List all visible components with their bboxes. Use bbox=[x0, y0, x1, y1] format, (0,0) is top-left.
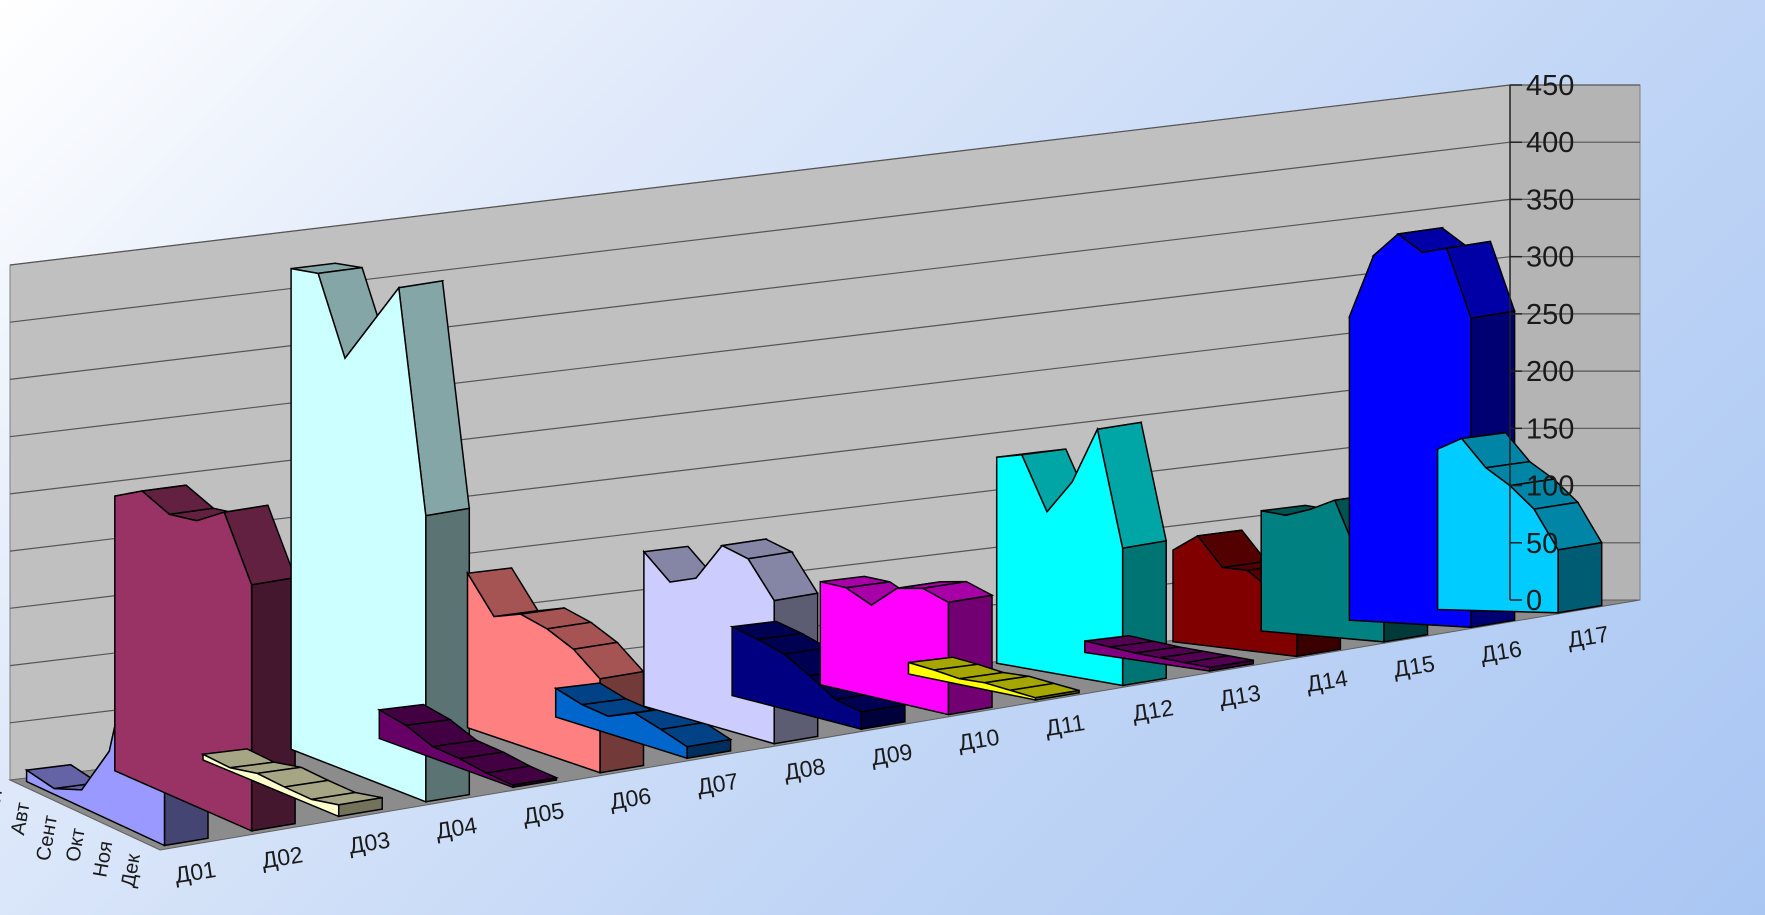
area-face bbox=[1436, 437, 1559, 614]
y-tick-label: 250 bbox=[1526, 299, 1574, 331]
y-tick-label: 450 bbox=[1526, 70, 1574, 102]
area-end bbox=[1557, 541, 1603, 614]
series-label: Авт bbox=[7, 801, 34, 837]
category-label: Д12 bbox=[1131, 694, 1176, 726]
data-series bbox=[24, 226, 1603, 847]
category-label: Д09 bbox=[869, 738, 914, 770]
area-face bbox=[995, 426, 1124, 687]
category-label: Д03 bbox=[347, 827, 392, 859]
series-label: Сент bbox=[32, 814, 62, 863]
series-Д12 bbox=[995, 421, 1168, 687]
area-end bbox=[947, 594, 993, 716]
category-label: Д11 bbox=[1044, 709, 1087, 741]
area-face bbox=[819, 580, 950, 716]
series-Д10 bbox=[819, 575, 995, 716]
series-Д06 bbox=[466, 567, 645, 774]
series-Д11 bbox=[907, 656, 1080, 701]
category-label: Д05 bbox=[521, 797, 566, 829]
axes: 0 50 100 150 200 250 300 350 400 450 Д01 Д02 Д03 Д04 Д… bbox=[0, 70, 1611, 889]
area-face bbox=[114, 490, 253, 833]
category-label: Д16 bbox=[1479, 635, 1524, 667]
category-label: Д01 bbox=[173, 856, 218, 888]
y-tick-label: 50 bbox=[1526, 528, 1558, 560]
area-face bbox=[907, 661, 1037, 701]
series-Д03 bbox=[200, 748, 383, 818]
series-label: Ноя bbox=[89, 839, 117, 879]
area-face bbox=[290, 267, 427, 803]
y-tick-label: 150 bbox=[1526, 413, 1574, 445]
category-label: Д02 bbox=[260, 841, 305, 873]
series-Д13 bbox=[1084, 634, 1255, 672]
y-tick-label: 0 bbox=[1526, 585, 1542, 617]
area-face bbox=[466, 570, 601, 774]
series-Д17 bbox=[1436, 431, 1603, 614]
category-label: Д07 bbox=[695, 768, 740, 800]
series-label: Окт bbox=[62, 826, 90, 863]
category-label: Д10 bbox=[956, 724, 1001, 756]
area-face bbox=[1084, 640, 1211, 672]
y-tick-label: 200 bbox=[1526, 356, 1574, 388]
category-label: Д14 bbox=[1305, 665, 1350, 697]
category-label: Д15 bbox=[1392, 650, 1437, 682]
category-label: Д04 bbox=[434, 812, 479, 844]
series-label: Июл bbox=[0, 788, 7, 832]
area-face bbox=[202, 753, 340, 818]
category-label: Д08 bbox=[782, 753, 827, 785]
y-tick-label: 350 bbox=[1526, 184, 1574, 216]
series-label: Дек bbox=[117, 852, 145, 889]
y-tick-label: 400 bbox=[1526, 127, 1574, 159]
y-tick-label: 100 bbox=[1526, 471, 1574, 503]
area-face bbox=[378, 708, 514, 789]
series-Д05 bbox=[376, 703, 560, 789]
category-label: Д06 bbox=[608, 782, 653, 814]
category-label: Д17 bbox=[1566, 621, 1611, 653]
y-tick-label: 300 bbox=[1526, 242, 1574, 274]
category-label: Д13 bbox=[1218, 679, 1263, 711]
area-face bbox=[554, 687, 688, 760]
area-face bbox=[731, 625, 863, 731]
